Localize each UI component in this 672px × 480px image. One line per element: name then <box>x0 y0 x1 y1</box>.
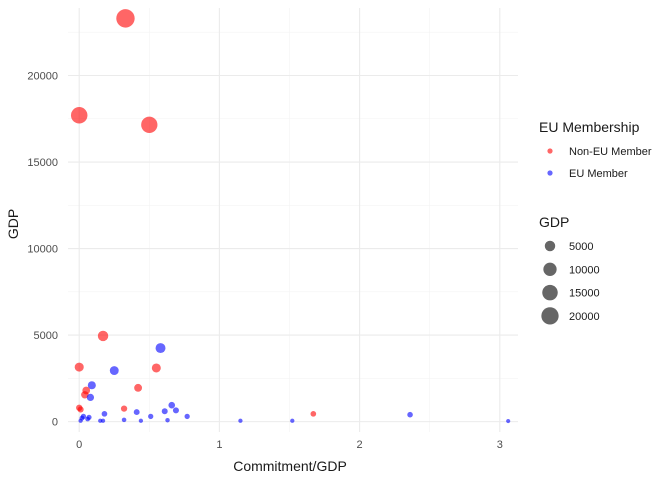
y-tick-label: 10000 <box>27 244 58 256</box>
eu-member-point <box>133 409 140 416</box>
eu-member-point <box>165 417 170 423</box>
eu-member-point <box>148 413 154 420</box>
non-eu-member-point <box>116 9 135 28</box>
x-tick-label: 1 <box>216 439 222 451</box>
eu-member-point <box>101 411 108 417</box>
legend-color-key <box>547 148 553 154</box>
eu-member-point <box>407 411 413 418</box>
legend-size-key <box>543 262 557 276</box>
non-eu-member-point <box>120 405 128 412</box>
eu-member-point <box>138 418 144 423</box>
grid <box>68 8 518 432</box>
non-eu-member-point <box>77 406 84 413</box>
eu-member-point <box>109 366 119 375</box>
eu-member-point <box>184 413 190 420</box>
data-points <box>70 9 511 424</box>
non-eu-member-point <box>74 362 84 372</box>
eu-member-point <box>161 408 168 415</box>
y-tick-label: 5000 <box>34 330 58 342</box>
y-tick-label: 0 <box>52 417 58 429</box>
non-eu-member-point <box>97 330 109 342</box>
eu-member-point <box>168 401 176 409</box>
legend-color-label: Non-EU Member <box>569 146 652 158</box>
eu-member-point <box>78 418 83 423</box>
legend-size-title: GDP <box>539 214 569 230</box>
non-eu-member-point <box>151 363 161 373</box>
legend-size-label: 15000 <box>569 288 600 300</box>
x-tick-label: 0 <box>76 439 82 451</box>
legend-size-label: 5000 <box>569 241 593 253</box>
x-tick-label: 2 <box>357 439 363 451</box>
non-eu-member-point <box>81 391 89 399</box>
y-axis-title: GDP <box>5 209 21 239</box>
legend-size-key <box>541 307 559 325</box>
y-tick-label: 15000 <box>27 157 58 169</box>
legend-gdp-size: GDP 5000 10000 15000 20000 <box>539 214 600 325</box>
eu-member-point <box>85 416 91 422</box>
legend-color-label: EU Member <box>569 168 628 180</box>
eu-member-point <box>172 407 179 414</box>
eu-member-point <box>86 393 95 402</box>
legend-size-key <box>544 240 556 252</box>
eu-member-point <box>506 419 511 424</box>
x-tick-label: 3 <box>497 439 503 451</box>
eu-member-point <box>100 418 106 423</box>
x-axis-ticks: 0 1 2 3 <box>76 439 503 451</box>
x-axis-title: Commitment/GDP <box>233 458 347 474</box>
legend-color-key <box>547 170 553 176</box>
y-axis-ticks: 0 5000 10000 15000 20000 <box>27 70 58 428</box>
eu-member-point <box>87 381 96 390</box>
eu-member-point <box>238 418 243 423</box>
eu-member-point <box>290 418 295 423</box>
legend-size-label: 20000 <box>569 311 600 323</box>
legend-eu-membership: EU Membership Non-EU Member EU Member <box>539 119 652 180</box>
eu-member-point <box>155 343 166 354</box>
non-eu-member-point <box>134 383 143 392</box>
non-eu-member-point <box>141 116 158 133</box>
non-eu-member-point <box>70 107 88 124</box>
legend-color-title: EU Membership <box>539 119 640 135</box>
non-eu-member-point <box>310 411 317 417</box>
legend-size-label: 10000 <box>569 264 600 276</box>
y-tick-label: 20000 <box>27 70 58 82</box>
eu-member-point <box>121 417 127 423</box>
legend-size-key <box>542 284 558 301</box>
